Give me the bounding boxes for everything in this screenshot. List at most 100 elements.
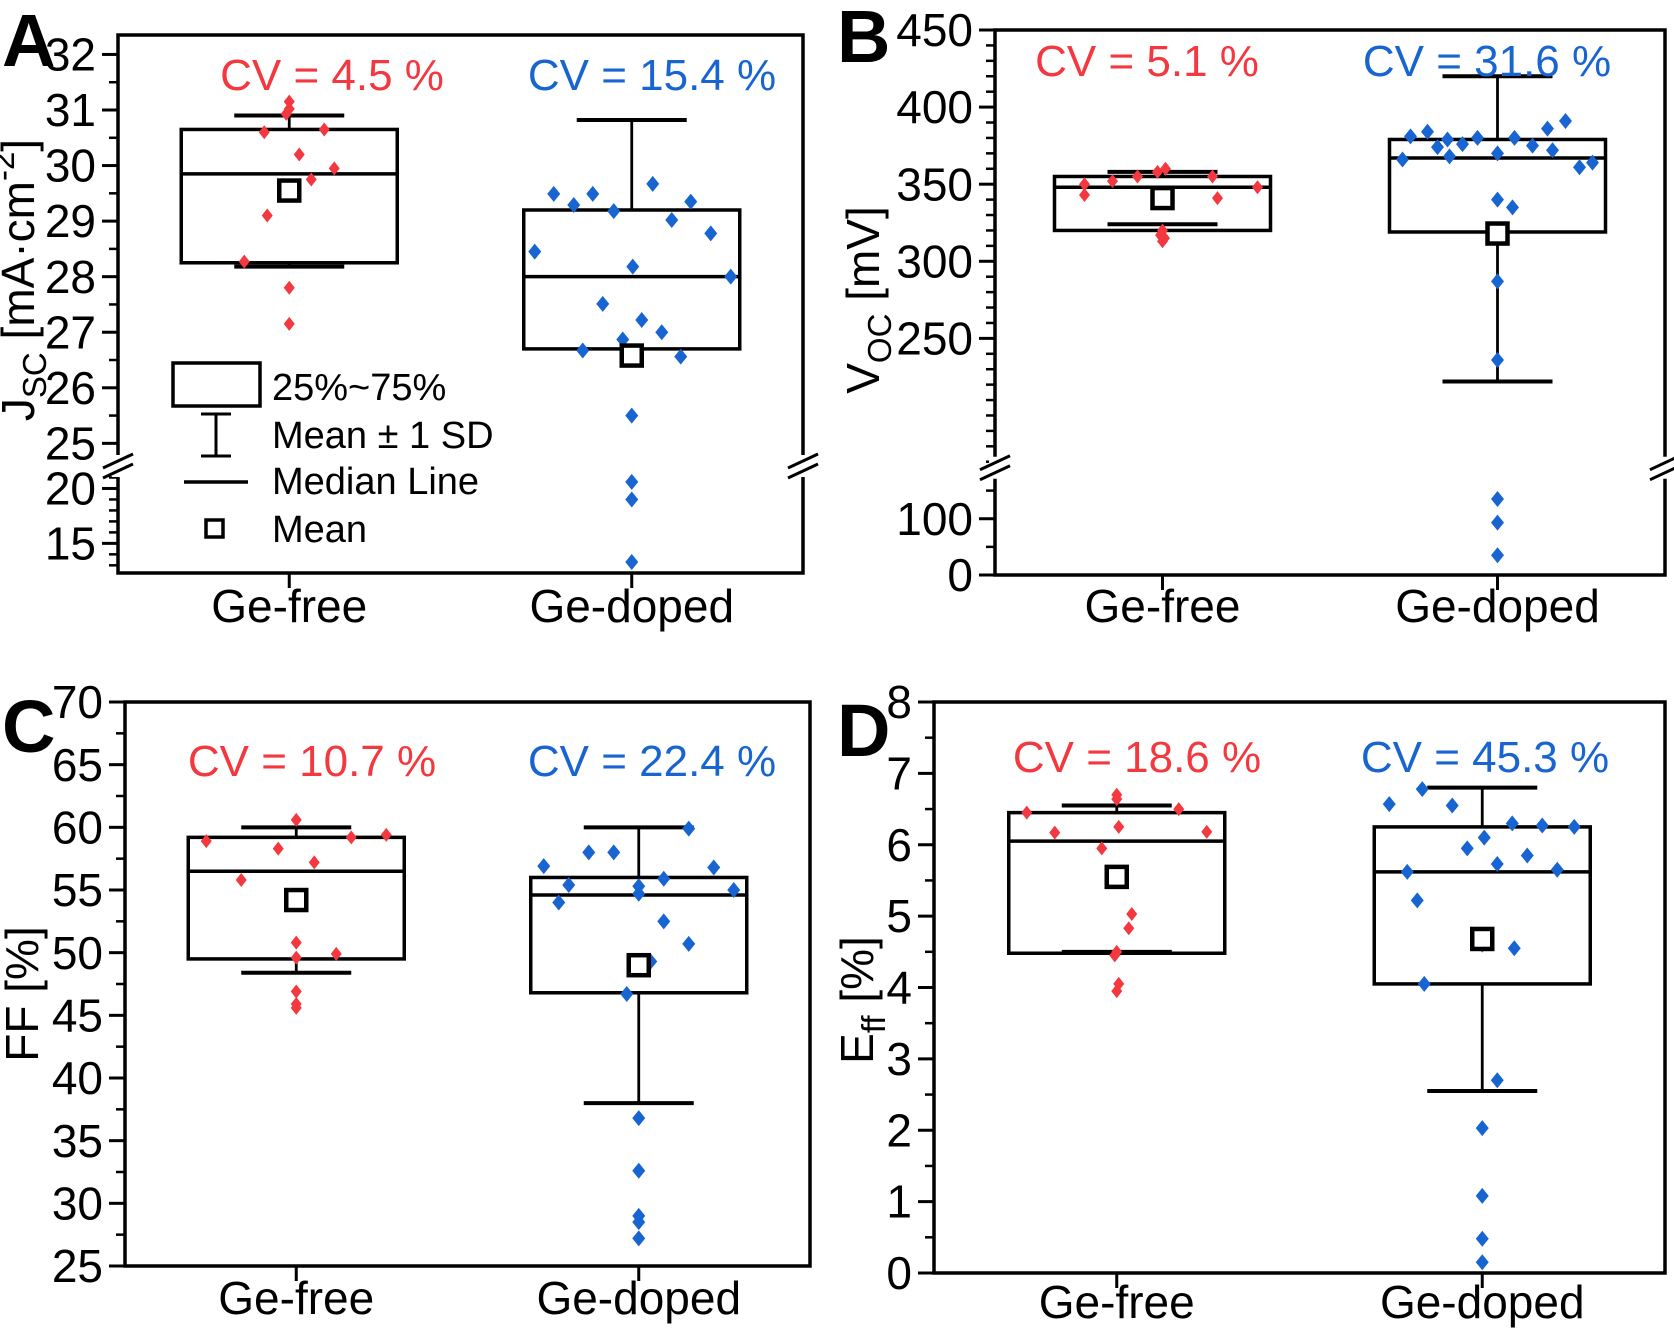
y-axis-title-part: [mA·cm xyxy=(0,181,44,352)
data-point-diamond xyxy=(1491,547,1504,564)
y-tick-label: 30 xyxy=(45,140,96,192)
data-point-diamond xyxy=(1559,112,1572,129)
data-point-diamond xyxy=(1421,123,1434,140)
data-point-diamond xyxy=(1126,906,1138,921)
data-point-diamond xyxy=(1505,815,1519,832)
data-point-diamond xyxy=(1113,976,1125,991)
data-point-diamond xyxy=(1021,805,1033,820)
data-point-diamond xyxy=(657,870,671,887)
data-point-diamond xyxy=(1491,514,1504,531)
y-tick-label: 31 xyxy=(45,84,96,136)
data-point-diamond xyxy=(330,946,342,961)
panel-letter-c: C xyxy=(2,685,55,768)
x-category-label-ge-doped: Ge-doped xyxy=(529,580,734,632)
data-point-diamond xyxy=(318,122,330,137)
data-point-diamond xyxy=(1111,984,1123,999)
data-point-diamond xyxy=(586,185,600,202)
data-point-diamond xyxy=(1252,180,1263,195)
data-point-diamond xyxy=(283,316,295,331)
legend-label-iqr: 25%~75% xyxy=(272,367,446,409)
data-point-diamond xyxy=(1207,169,1218,184)
data-point-diamond xyxy=(1573,159,1586,176)
data-point-diamond xyxy=(620,986,634,1003)
y-tick-label: 40 xyxy=(52,1052,103,1104)
data-point-diamond xyxy=(290,1000,302,1015)
x-category-label-ge-free: Ge-free xyxy=(1039,1276,1195,1328)
data-point-diamond xyxy=(1201,824,1213,839)
boxplot-ge-doped xyxy=(1372,781,1592,1288)
data-point-diamond xyxy=(1173,802,1185,817)
data-point-diamond xyxy=(1111,792,1123,807)
axis-break-slash xyxy=(1649,466,1674,482)
panel-letter-d: D xyxy=(837,689,890,772)
data-point-diamond xyxy=(657,913,671,930)
y-tick-label: 35 xyxy=(52,1115,103,1167)
y-tick-label: 26 xyxy=(45,362,96,414)
y-tick-label: 8 xyxy=(886,676,912,728)
data-point-diamond xyxy=(1491,491,1504,508)
axis-break-slash xyxy=(102,452,134,470)
data-point-diamond xyxy=(1475,1120,1489,1137)
data-point-diamond xyxy=(1123,921,1135,936)
mean-marker xyxy=(284,887,309,913)
data-point-diamond xyxy=(1445,797,1459,814)
data-point-diamond xyxy=(1396,151,1409,168)
y-tick-label: 32 xyxy=(45,29,96,81)
y-tick-label: 4 xyxy=(886,962,912,1014)
data-point-diamond xyxy=(258,125,270,140)
data-point-diamond xyxy=(1441,131,1454,148)
y-axis-title-part: E xyxy=(831,1033,883,1064)
y-tick-label: 70 xyxy=(52,676,103,728)
y-axis-title-part: V xyxy=(837,363,889,394)
data-point-diamond xyxy=(1535,817,1549,834)
data-point-diamond xyxy=(567,197,581,214)
data-point-diamond xyxy=(1546,142,1559,159)
data-point-diamond xyxy=(1113,819,1125,834)
data-point-diamond xyxy=(1079,177,1090,192)
boxplot-ge-doped xyxy=(1387,74,1608,590)
y-tick-label: 30 xyxy=(52,1177,103,1229)
plot-border xyxy=(932,700,1667,1275)
data-point-diamond xyxy=(1096,841,1108,856)
data-point-diamond xyxy=(1506,199,1519,216)
mean-marker xyxy=(1150,185,1175,211)
y-axis-title-part: SC xyxy=(16,352,53,398)
y-tick-label: 50 xyxy=(52,927,103,979)
mean-marker xyxy=(1470,926,1495,952)
y-axis-title-part: FF [%] xyxy=(0,926,48,1061)
data-point-diamond xyxy=(1586,154,1599,171)
data-point-diamond xyxy=(1382,796,1396,813)
legend-mean-symbol xyxy=(204,518,225,539)
cv-label-ge-free: CV = 5.1 % xyxy=(1035,37,1259,86)
data-point-diamond xyxy=(625,491,639,508)
data-point-diamond xyxy=(290,950,302,965)
data-point-diamond xyxy=(552,894,566,911)
data-point-diamond xyxy=(1491,351,1504,368)
data-point-diamond xyxy=(1520,847,1534,864)
plot-border xyxy=(993,28,1667,577)
data-point-diamond xyxy=(1152,164,1163,179)
boxplot-ge-free xyxy=(179,94,399,588)
y-tick-label: 15 xyxy=(45,517,96,569)
cv-label-ge-doped: CV = 31.6 % xyxy=(1363,37,1611,86)
boxplot-ge-free xyxy=(1052,161,1273,590)
data-point-diamond xyxy=(607,203,621,220)
data-point-diamond xyxy=(704,225,718,242)
data-point-diamond xyxy=(272,841,284,856)
data-point-diamond xyxy=(576,342,590,359)
y-tick-label: 3 xyxy=(886,1033,912,1085)
y-tick-label: 27 xyxy=(45,306,96,358)
x-category-label-ge-free: Ge-free xyxy=(1085,580,1241,632)
legend-label-sd: Mean ± 1 SD xyxy=(272,415,494,457)
data-point-diamond xyxy=(1443,148,1456,165)
data-point-diamond xyxy=(607,844,621,861)
data-point-diamond xyxy=(635,312,649,329)
data-point-diamond xyxy=(328,161,340,176)
data-point-diamond xyxy=(632,885,646,902)
data-point-diamond xyxy=(682,820,696,837)
y-axis-title-part: ff xyxy=(855,1015,892,1034)
y-tick-label: 20 xyxy=(45,463,96,515)
panel-d-chart: 8 7 6 5 4 3 2 1 0 CV = 18.6 % Ge-free CV = 45.3 % Ge… xyxy=(831,676,1667,1328)
